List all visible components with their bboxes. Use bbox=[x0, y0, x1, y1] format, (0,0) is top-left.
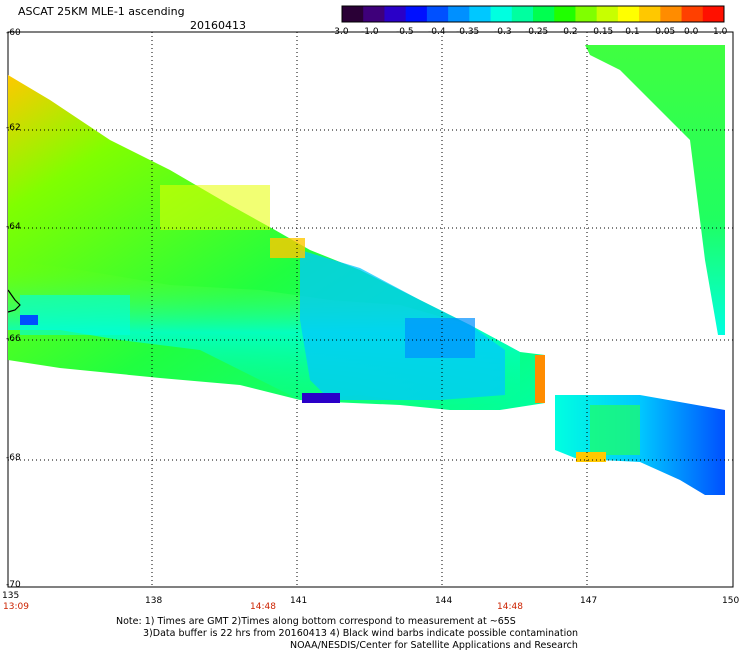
colorbar-segment bbox=[554, 6, 576, 22]
time-label: 14:48 bbox=[250, 602, 276, 612]
colorbar-segment bbox=[533, 6, 555, 22]
colorbar-label: -0.05 bbox=[652, 27, 676, 37]
lat-label: -66 bbox=[6, 334, 21, 344]
note-line-3: NOAA/NESDIS/Center for Satellite Applica… bbox=[290, 640, 578, 651]
swath-orange-edge bbox=[535, 355, 545, 403]
note-line-1: Note: 1) Times are GMT 2)Times along bot… bbox=[116, 616, 516, 627]
colorbar-segment bbox=[384, 6, 407, 22]
note-line-2: 3)Data buffer is 22 hrs from 20160413 4)… bbox=[143, 628, 579, 639]
colorbar-segment bbox=[596, 6, 619, 22]
colorbar-segment bbox=[342, 6, 364, 22]
lon-label: 141 bbox=[290, 596, 308, 606]
colorbar-label: 1.0 bbox=[713, 27, 728, 37]
colorbar-segment bbox=[469, 6, 492, 22]
colorbar-label: -3.0 bbox=[331, 27, 349, 37]
colorbar-segment bbox=[575, 6, 598, 22]
colorbar bbox=[341, 5, 725, 23]
map-date: 20160413 bbox=[190, 19, 246, 32]
swath-southeast-yellow bbox=[576, 452, 606, 462]
colorbar-segment bbox=[448, 6, 470, 22]
colorbar-segment bbox=[702, 6, 725, 22]
colorbar-segment bbox=[617, 6, 640, 22]
lat-label: -60 bbox=[6, 28, 21, 38]
lon-label: 144 bbox=[435, 596, 453, 606]
colorbar-segment bbox=[681, 6, 704, 22]
swath-blue-patch bbox=[405, 318, 475, 358]
lon-label: 150 bbox=[722, 596, 740, 606]
lon-label: 135 bbox=[2, 591, 20, 601]
swath-blue-east bbox=[300, 250, 505, 400]
lat-label: -70 bbox=[6, 580, 21, 590]
colorbar-label: -0.1 bbox=[622, 27, 640, 37]
coastline bbox=[7, 289, 21, 313]
colorbar-segment bbox=[405, 6, 428, 22]
graticule bbox=[8, 32, 733, 587]
lat-label: -64 bbox=[6, 222, 21, 232]
colorbar-label: -0.3 bbox=[494, 27, 512, 37]
swath-northeast bbox=[585, 45, 725, 335]
map-title: ASCAT 25KM MLE-1 ascending bbox=[18, 5, 185, 18]
colorbar-label: -0.2 bbox=[560, 27, 578, 37]
colorbar-label: -0.5 bbox=[396, 27, 414, 37]
colorbar-border bbox=[341, 5, 725, 23]
colorbar-segment bbox=[639, 6, 661, 22]
colorbar-segment bbox=[363, 6, 385, 22]
colorbar-label: -0.4 bbox=[428, 27, 446, 37]
swath-blue-west bbox=[20, 315, 38, 325]
colorbar-label: -1.0 bbox=[361, 27, 379, 37]
colorbar-label: 0.0 bbox=[684, 27, 699, 37]
swath-dark-patch bbox=[302, 393, 340, 403]
swath-orange-patch bbox=[270, 238, 305, 258]
colorbar-segment bbox=[660, 6, 683, 22]
lat-label: -62 bbox=[6, 123, 21, 133]
lon-label: 147 bbox=[580, 596, 598, 606]
lat-label: -68 bbox=[6, 453, 21, 463]
swath-southeast-green bbox=[590, 405, 640, 455]
time-label: 13:09 bbox=[3, 602, 29, 612]
colorbar-label: -0.35 bbox=[456, 27, 480, 37]
colorbar-segment bbox=[490, 6, 513, 22]
colorbar-label: -0.15 bbox=[590, 27, 614, 37]
swath-yellow-patch bbox=[160, 185, 270, 230]
colorbar-segment bbox=[426, 6, 449, 22]
lon-label: 138 bbox=[145, 596, 163, 606]
colorbar-label: -0.25 bbox=[525, 27, 549, 37]
swath-cyan-west bbox=[20, 295, 130, 335]
time-label: 14:48 bbox=[497, 602, 523, 612]
colorbar-segment bbox=[511, 6, 534, 22]
